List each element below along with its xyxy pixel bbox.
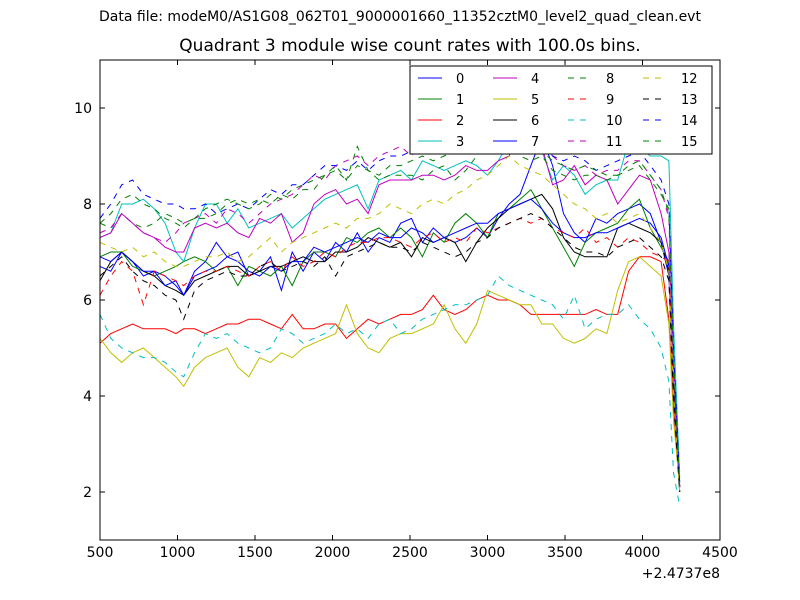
legend-label-10: 10: [606, 114, 623, 129]
legend-label-5: 5: [531, 93, 539, 108]
legend-label-2: 2: [456, 114, 464, 129]
figure-suptitle: Data file: modeM0/AS1G08_062T01_90000016…: [99, 9, 701, 25]
x-tick-label: 4000: [625, 545, 661, 561]
series-line-3: [99, 126, 681, 478]
x-tick-label: 2000: [315, 545, 351, 561]
series-line-14: [99, 112, 681, 483]
legend-label-4: 4: [531, 72, 539, 87]
x-tick-label: 4500: [702, 545, 738, 561]
y-axis: 2 4 6 8 10: [74, 101, 720, 501]
series-line-10: [99, 275, 681, 507]
x-tick-label: 500: [87, 545, 114, 561]
x-tick-label: 2500: [392, 545, 428, 561]
series-line-4: [99, 83, 681, 488]
series-line-9: [99, 217, 681, 488]
x-axis-offset-label: +2.4737e8: [642, 566, 720, 582]
series-line-1: [99, 188, 681, 493]
legend-label-0: 0: [456, 72, 464, 87]
legend-label-12: 12: [681, 72, 698, 87]
x-tick-label: 3500: [547, 545, 583, 561]
legend-label-9: 9: [606, 93, 614, 108]
legend-label-13: 13: [681, 93, 698, 108]
legend-label-6: 6: [531, 114, 539, 129]
chart-title: Quadrant 3 module wise count rates with …: [179, 36, 641, 56]
legend-label-14: 14: [681, 114, 698, 129]
series-line-5: [99, 256, 681, 488]
legend-label-3: 3: [456, 135, 464, 150]
legend-label-15: 15: [681, 135, 698, 150]
series-line-6: [99, 193, 681, 493]
series-line-11: [99, 131, 681, 488]
y-tick-label: 8: [83, 197, 92, 213]
series-lines: [99, 83, 681, 507]
y-tick-label: 6: [83, 293, 92, 309]
y-tick-label: 4: [83, 389, 92, 405]
x-axis: 500 1000 1500 2000 2500 3000 3500 4000 4500: [87, 60, 738, 561]
series-line-15: [99, 131, 681, 488]
legend-label-1: 1: [456, 93, 464, 108]
x-tick-label: 1500: [237, 545, 273, 561]
legend-label-11: 11: [606, 135, 623, 150]
x-tick-label: 1000: [160, 545, 196, 561]
legend-box: [409, 65, 713, 155]
series-line-13: [99, 213, 681, 493]
x-tick-label: 3000: [470, 545, 506, 561]
legend-label-7: 7: [531, 135, 539, 150]
series-line-0: [99, 135, 681, 483]
series-line-2: [99, 256, 681, 488]
series-line-7: [99, 198, 681, 488]
series-line-8: [99, 136, 681, 488]
y-tick-label: 10: [74, 101, 92, 117]
legend-label-8: 8: [606, 72, 614, 87]
y-tick-label: 2: [83, 485, 92, 501]
series-line-12: [99, 155, 681, 493]
